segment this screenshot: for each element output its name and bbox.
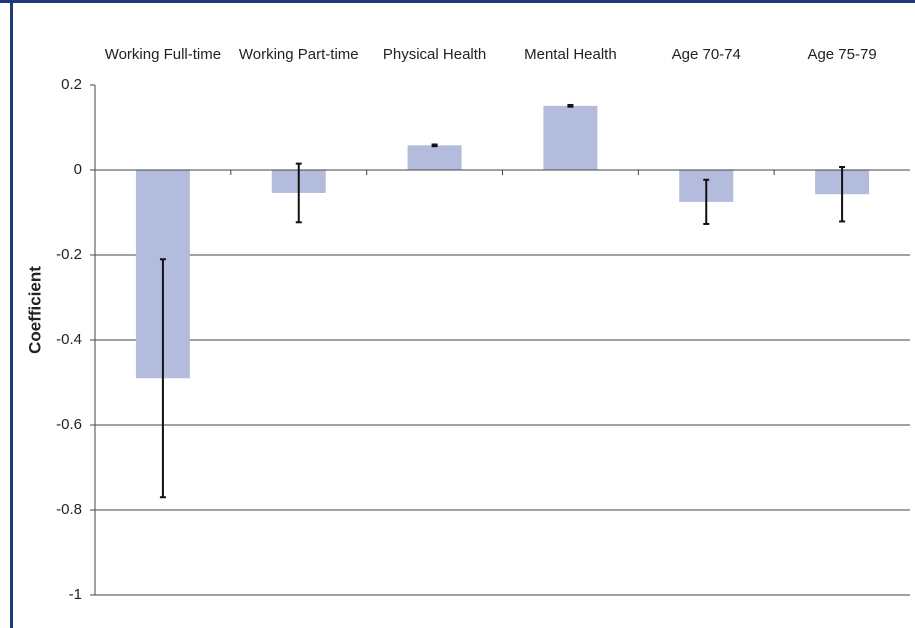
y-tick-label: -0.2 bbox=[56, 246, 82, 263]
y-tick-label: -0.8 bbox=[56, 501, 82, 518]
error-bar bbox=[703, 178, 710, 225]
x-tick-label: Mental Health bbox=[524, 46, 617, 63]
bar bbox=[543, 105, 598, 170]
y-tick-label: -0.6 bbox=[56, 416, 82, 433]
error-bar bbox=[567, 103, 574, 108]
y-axis-label: Coefficient bbox=[25, 266, 44, 354]
y-tick-label: -1 bbox=[69, 586, 82, 603]
error-bar bbox=[431, 143, 438, 148]
x-tick-label: Working Part-time bbox=[238, 46, 359, 63]
error-bar bbox=[159, 258, 166, 499]
error-bar bbox=[839, 166, 846, 223]
frame-left bbox=[10, 0, 13, 628]
y-tick-label: -0.4 bbox=[56, 331, 82, 348]
x-tick-label: Physical Health bbox=[382, 46, 487, 63]
y-tick-label: 0.2 bbox=[61, 76, 82, 93]
bar bbox=[407, 145, 462, 170]
y-tick-label: 0 bbox=[74, 161, 82, 178]
frame-top bbox=[0, 0, 915, 3]
x-tick-label: Working Full-time bbox=[104, 46, 222, 63]
error-bar bbox=[295, 162, 302, 224]
x-tick-label: Age 70-74 bbox=[671, 46, 741, 63]
x-tick-label: Age 75-79 bbox=[807, 46, 877, 63]
